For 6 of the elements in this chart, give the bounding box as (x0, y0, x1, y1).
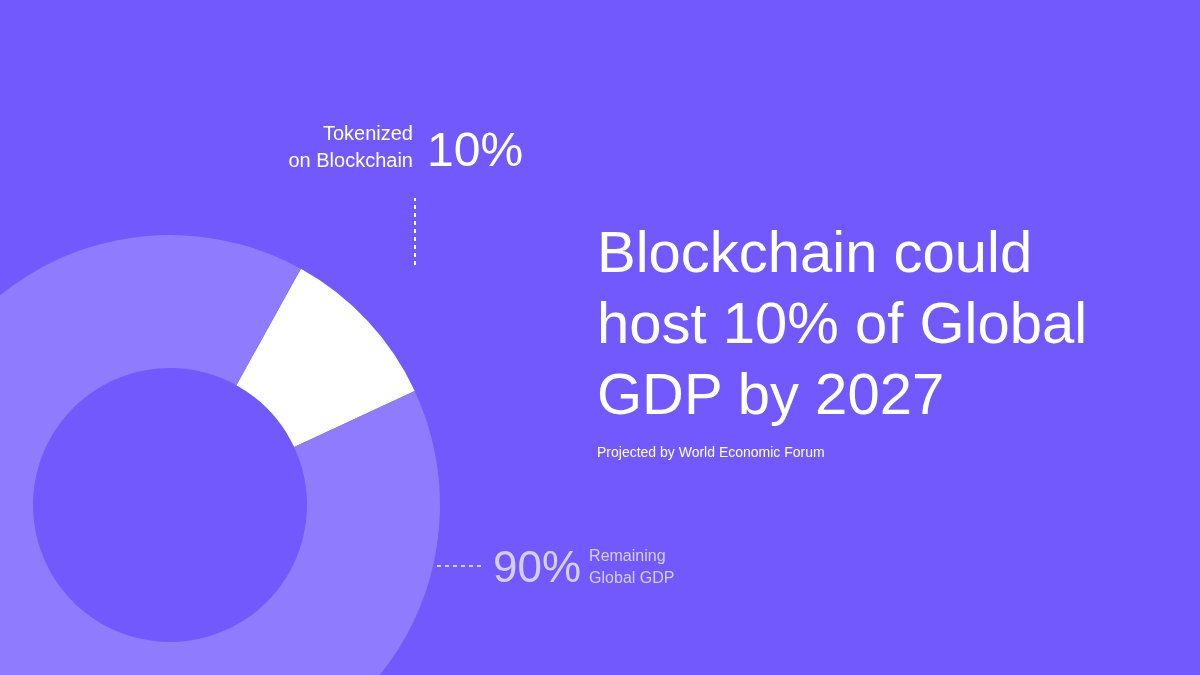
text: Blockchain could host 10% of Global GDP by 2027 (597, 219, 1088, 426)
slice-label: Tokenized on Blockchain (288, 122, 413, 171)
slice-label: Remaining Global GDP (589, 547, 675, 586)
data-label: 90% (493, 542, 582, 591)
text: Projected by World Economic Forum (597, 444, 825, 460)
data-label: 10% (427, 123, 524, 176)
